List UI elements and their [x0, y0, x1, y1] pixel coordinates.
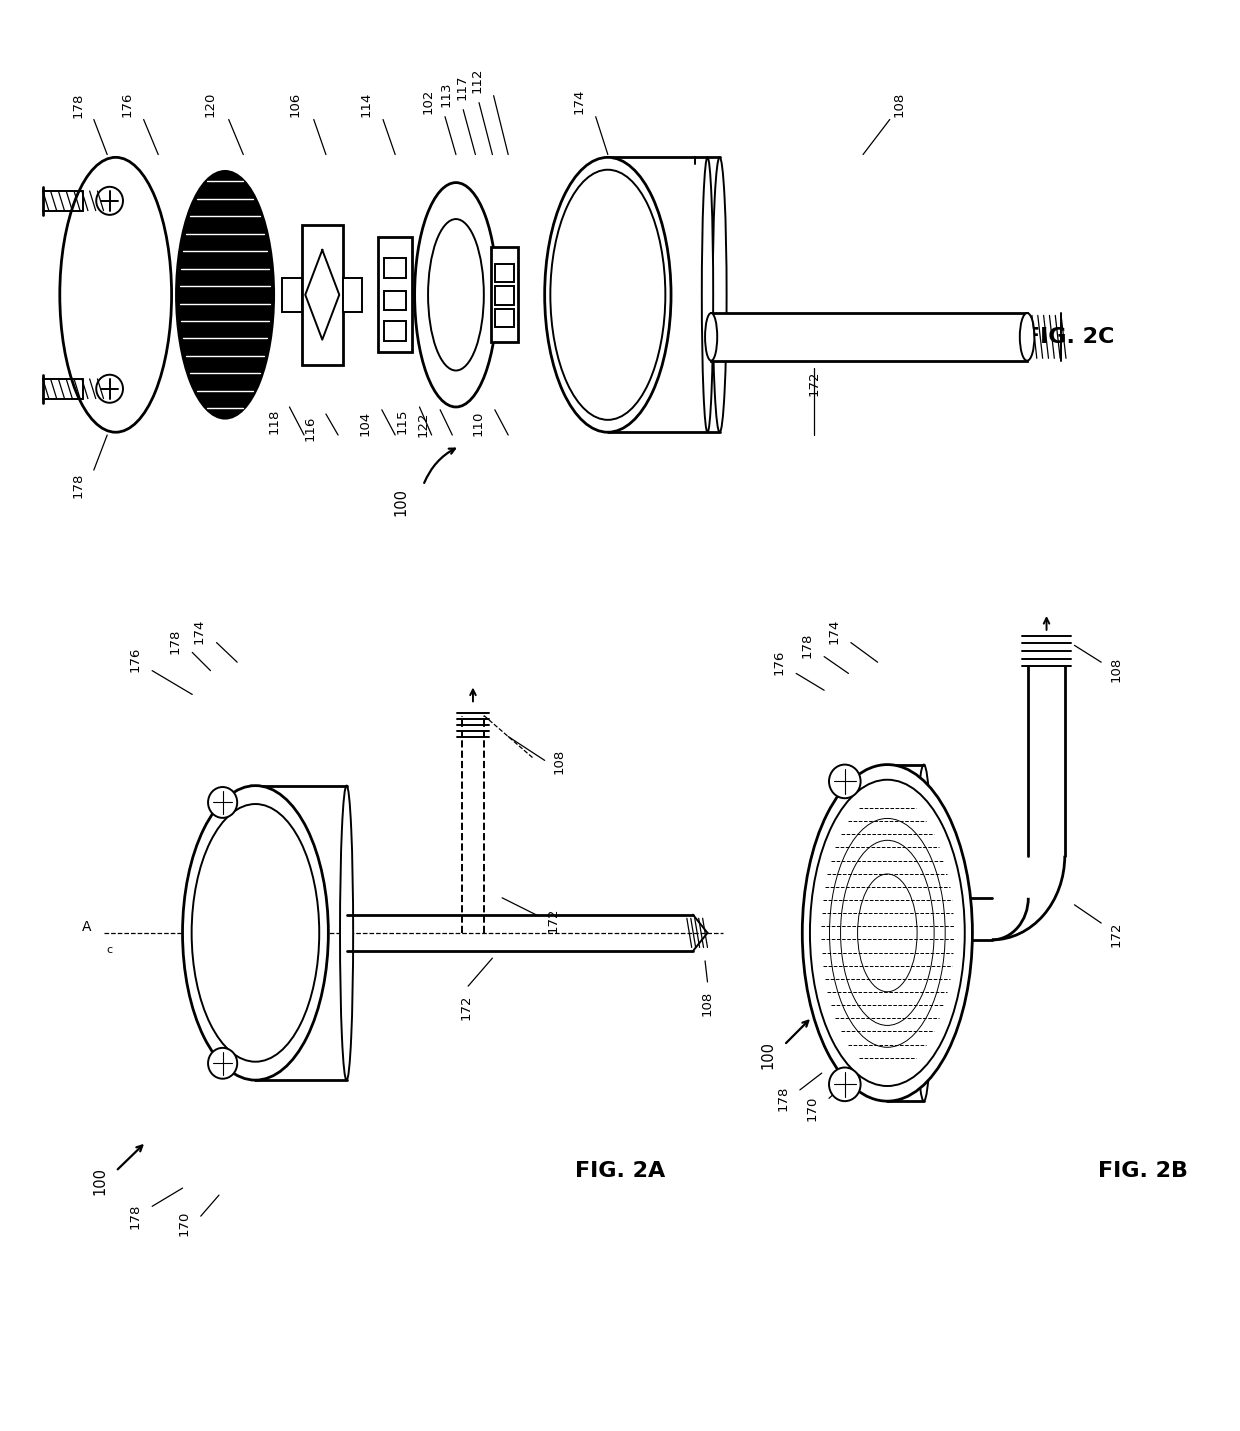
Text: 176: 176 [120, 92, 133, 117]
Bar [711, 313, 1027, 361]
Text: 114: 114 [360, 92, 372, 117]
Bar [384, 290, 407, 311]
Bar [384, 322, 407, 341]
Text: 100: 100 [394, 488, 409, 517]
Ellipse shape [830, 1068, 861, 1102]
Text: 113: 113 [440, 82, 453, 107]
Text: 174: 174 [193, 618, 206, 644]
Text: 102: 102 [422, 89, 434, 114]
Text: 178: 178 [72, 93, 84, 119]
Bar [495, 309, 515, 328]
Text: 117: 117 [455, 74, 469, 100]
Ellipse shape [60, 157, 171, 432]
Text: 100: 100 [761, 1040, 776, 1069]
Text: 170: 170 [177, 1211, 190, 1236]
Text: 172: 172 [547, 907, 559, 933]
Bar [495, 263, 515, 282]
Text: 104: 104 [358, 411, 371, 436]
Ellipse shape [914, 764, 934, 1102]
Ellipse shape [97, 375, 123, 402]
Bar [283, 278, 301, 312]
Text: 174: 174 [572, 89, 585, 114]
Bar [495, 286, 515, 305]
Text: 178: 178 [129, 1203, 141, 1229]
Ellipse shape [428, 219, 484, 371]
Text: 120: 120 [203, 92, 217, 117]
Bar [343, 278, 362, 312]
Text: FIG. 2C: FIG. 2C [1025, 326, 1115, 346]
Text: 178: 178 [169, 628, 182, 654]
Text: FIG. 2A: FIG. 2A [575, 1162, 665, 1181]
Text: 100: 100 [93, 1168, 108, 1195]
Text: 172: 172 [808, 371, 821, 396]
Text: 178: 178 [801, 633, 813, 658]
Ellipse shape [1019, 313, 1034, 361]
Bar [491, 248, 518, 342]
Ellipse shape [414, 183, 497, 406]
Bar [384, 259, 407, 278]
Text: 170: 170 [806, 1096, 818, 1120]
Text: FIG. 2B: FIG. 2B [1097, 1162, 1188, 1181]
Text: 108: 108 [893, 92, 906, 117]
Ellipse shape [182, 786, 329, 1080]
Text: 178: 178 [72, 472, 84, 498]
Ellipse shape [208, 787, 237, 819]
Ellipse shape [544, 157, 671, 432]
Ellipse shape [340, 786, 353, 1080]
Text: 176: 176 [773, 650, 786, 675]
Text: 106: 106 [289, 92, 303, 117]
Bar [378, 238, 412, 352]
Ellipse shape [713, 157, 727, 432]
Ellipse shape [208, 1047, 237, 1079]
Bar [301, 225, 343, 365]
Ellipse shape [702, 157, 713, 432]
Text: 115: 115 [396, 408, 409, 434]
Text: 176: 176 [129, 647, 141, 673]
Ellipse shape [176, 172, 274, 418]
Text: 172: 172 [459, 995, 472, 1020]
Text: 178: 178 [776, 1086, 790, 1110]
Text: 172: 172 [1110, 922, 1122, 947]
Ellipse shape [97, 187, 123, 215]
Text: A: A [82, 920, 92, 934]
Text: 108: 108 [553, 750, 565, 774]
Text: 112: 112 [470, 67, 484, 93]
Ellipse shape [802, 764, 972, 1102]
Text: 174: 174 [827, 618, 841, 644]
Text: 116: 116 [304, 415, 316, 441]
Text: 108: 108 [1110, 657, 1122, 681]
Text: 110: 110 [471, 411, 485, 436]
Text: c: c [105, 944, 112, 954]
Ellipse shape [244, 786, 258, 1080]
Ellipse shape [830, 764, 861, 798]
Text: 118: 118 [267, 408, 280, 434]
Text: 108: 108 [701, 990, 714, 1016]
Text: 122: 122 [417, 411, 429, 436]
Ellipse shape [706, 313, 717, 361]
